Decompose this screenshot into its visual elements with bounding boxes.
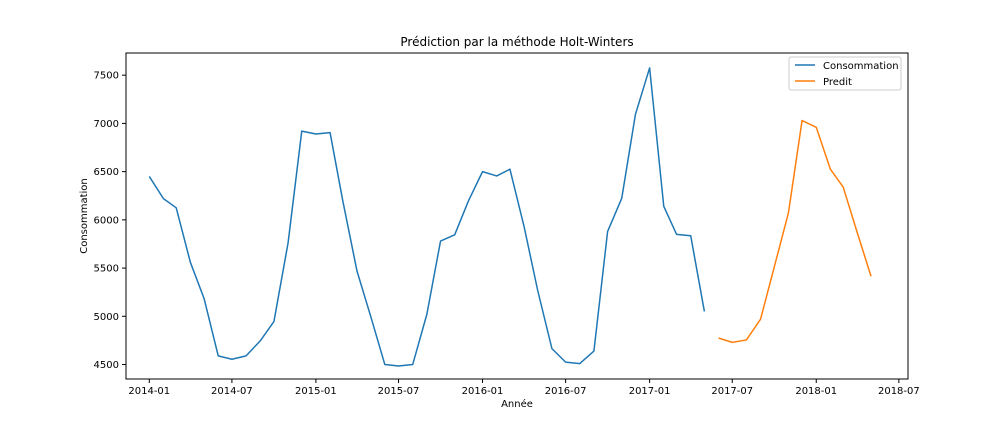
y-tick-label: 6500 <box>94 167 119 178</box>
x-tick-label: 2018-01 <box>795 386 837 397</box>
y-tick-label: 5500 <box>94 264 119 275</box>
y-axis-label: Consommation <box>79 178 90 254</box>
y-tick-label: 6000 <box>94 215 119 226</box>
x-tick-label: 2016-01 <box>462 386 504 397</box>
y-tick-label: 7000 <box>94 119 119 130</box>
x-tick-label: 2015-01 <box>295 386 337 397</box>
x-tick-label: 2014-07 <box>211 386 253 397</box>
y-tick-label: 5000 <box>94 312 119 323</box>
series-layer <box>148 67 872 367</box>
plot-area-frame <box>125 52 909 380</box>
legend-label-predit: Predit <box>823 77 852 88</box>
y-tick-label: 7500 <box>94 71 119 82</box>
legend-box <box>788 56 902 91</box>
x-tick-label: 2017-07 <box>711 386 753 397</box>
x-tick-label: 2014-01 <box>128 386 170 397</box>
x-axis: 2014-01 2014-07 2015-01 2015-07 2016-01 2016-… <box>128 379 920 397</box>
y-axis: 4500 5000 5500 6000 6500 7000 7500 <box>94 71 126 371</box>
series-line-predit <box>718 119 872 344</box>
x-tick-label: 2016-07 <box>545 386 587 397</box>
y-tick-label: 4500 <box>94 360 119 371</box>
series-line-consommation <box>148 67 706 367</box>
x-tick-label: 2017-01 <box>629 386 671 397</box>
legend: Consommation Predit <box>788 56 902 91</box>
x-axis-label: Année <box>501 398 533 410</box>
x-tick-label: 2015-07 <box>378 386 420 397</box>
chart-title: Prédiction par la méthode Holt-Winters <box>400 35 633 49</box>
legend-label-consommation: Consommation <box>823 61 899 72</box>
x-tick-label: 2018-07 <box>878 386 920 397</box>
